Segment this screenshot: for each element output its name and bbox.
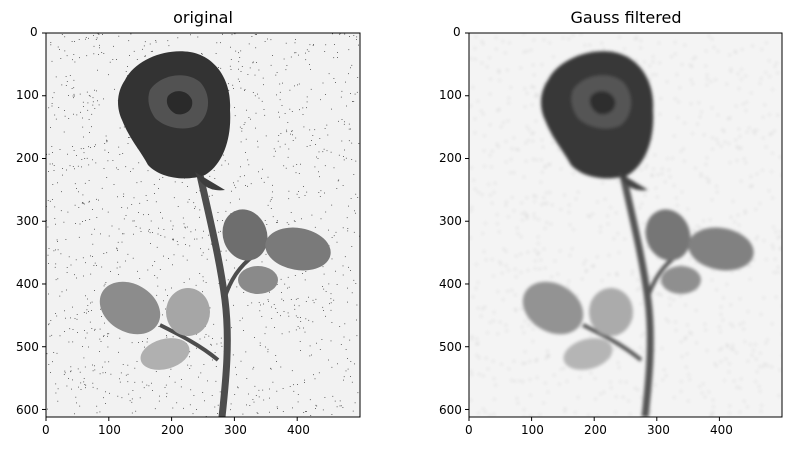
x-tick-label: 200	[584, 423, 607, 437]
y-tick-label: 500	[439, 340, 462, 354]
x-tick-label: 300	[647, 423, 670, 437]
x-tick-label: 100	[521, 423, 544, 437]
leaf	[661, 266, 701, 294]
y-tick-label: 0	[453, 25, 461, 39]
y-tick-label: 200	[439, 151, 462, 165]
leaf	[589, 288, 633, 336]
y-tick-label: 400	[439, 277, 462, 291]
y-tick-label: 300	[439, 214, 462, 228]
x-tick-label: 0	[465, 423, 473, 437]
y-tick-label: 600	[439, 403, 462, 417]
y-tick-label: 100	[439, 88, 462, 102]
x-tick-label: 400	[710, 423, 733, 437]
